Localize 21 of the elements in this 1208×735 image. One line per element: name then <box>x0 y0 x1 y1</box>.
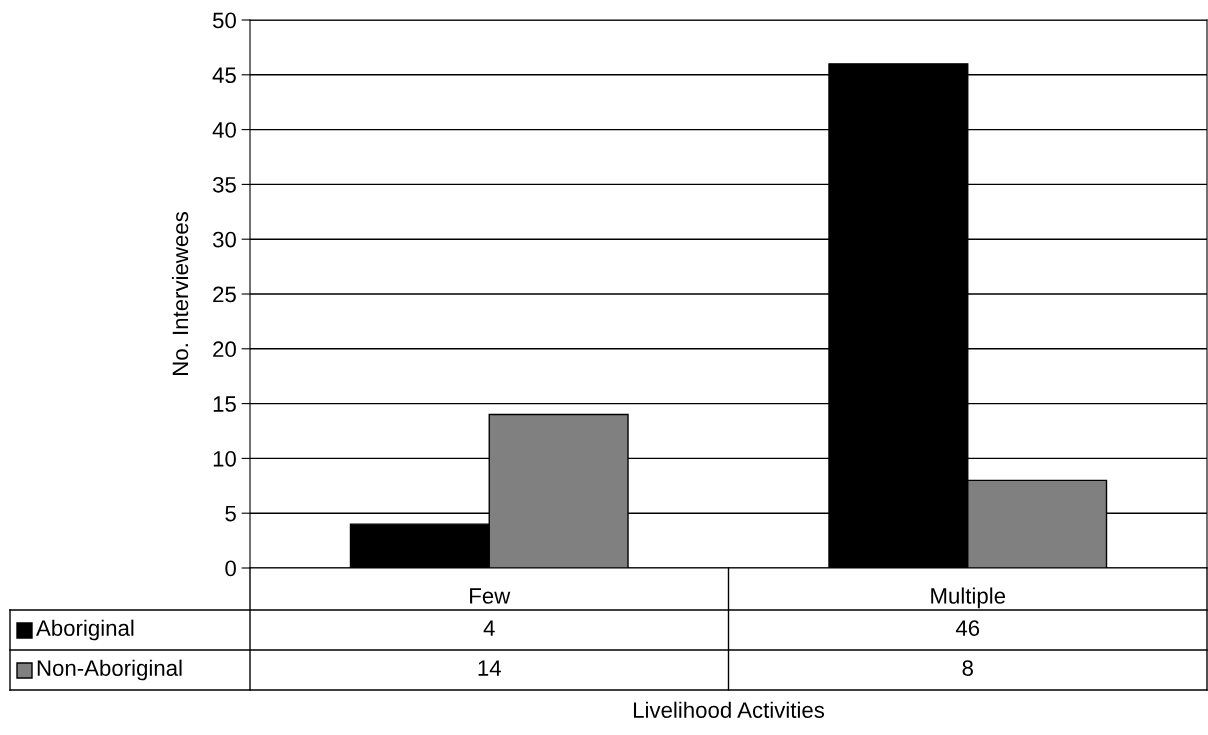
y-tick-label: 25 <box>213 286 236 303</box>
y-axis-title: No. Interviewees <box>171 212 189 375</box>
data-label: 8 <box>962 660 973 676</box>
y-tick-label: 50 <box>212 12 236 29</box>
x-tick-label: Few <box>470 588 511 604</box>
data-label: 14 <box>478 660 501 676</box>
y-tick-label: 45 <box>212 67 236 84</box>
y-tick-label: 40 <box>212 122 236 138</box>
y-tick-label: 10 <box>213 450 236 467</box>
y-tick-label: 35 <box>212 176 236 193</box>
data-label: 4 <box>483 620 495 636</box>
x-tick-label: Multiple <box>931 587 1006 609</box>
x-axis-title: Livelihood Activities <box>633 701 825 718</box>
legend-label: Aboriginal <box>36 619 134 641</box>
y-tick-label: 0 <box>225 560 236 577</box>
y-tick-label: 30 <box>212 231 236 248</box>
y-tick-label: 5 <box>225 505 236 522</box>
legend-label: Non-Aboriginal <box>37 659 182 681</box>
y-tick-label: 20 <box>213 341 236 358</box>
y-tick-label: 15 <box>213 396 236 412</box>
data-label: 46 <box>955 620 980 636</box>
